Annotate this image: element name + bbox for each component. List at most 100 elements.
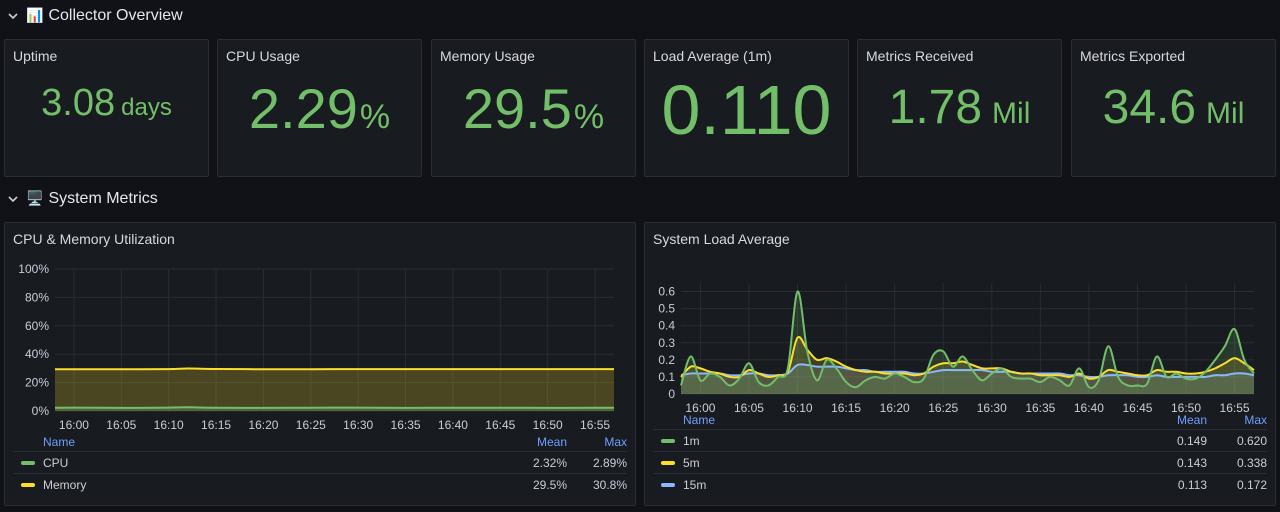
legend-series-name: 5m bbox=[683, 455, 700, 470]
legend-mean: 0.113 bbox=[1177, 477, 1207, 492]
y-tick-label: 0.3 bbox=[658, 336, 675, 350]
y-tick-label: 0.1 bbox=[658, 370, 675, 384]
legend-row-5m[interactable]: 5m 0.143 0.338 bbox=[653, 451, 1267, 473]
chevron-down-icon[interactable] bbox=[6, 192, 20, 206]
stat-panel-cpu-usage[interactable]: CPU Usage 2.29% bbox=[217, 39, 422, 177]
panel-title: Metrics Received bbox=[866, 48, 974, 64]
x-tick-label: 16:15 bbox=[831, 401, 861, 415]
stat-panel-memory-usage[interactable]: Memory Usage 29.5% bbox=[431, 39, 636, 177]
legend-max: 2.89% bbox=[592, 455, 627, 470]
legend-max: 0.338 bbox=[1236, 455, 1267, 470]
panel-title: System Load Average bbox=[653, 231, 790, 247]
x-tick-label: 16:40 bbox=[438, 418, 468, 432]
x-tick-label: 16:25 bbox=[928, 401, 958, 415]
y-tick-label: 20% bbox=[25, 376, 49, 390]
series-color-swatch bbox=[661, 460, 675, 465]
row-title: Collector Overview bbox=[48, 7, 183, 24]
x-tick-label: 16:45 bbox=[485, 418, 515, 432]
stat-unit: Mil bbox=[1206, 97, 1245, 130]
legend-max: 30.8% bbox=[592, 477, 627, 492]
x-tick-label: 16:55 bbox=[1220, 401, 1250, 415]
x-tick-label: 16:50 bbox=[533, 418, 563, 432]
row-header-collector-overview[interactable]: 📊 Collector Overview bbox=[6, 5, 183, 27]
row-header-system-metrics[interactable]: 🖥️ System Metrics bbox=[6, 188, 158, 210]
legend-mean: 29.5% bbox=[532, 477, 567, 492]
legend-row-memory[interactable]: Memory 29.5% 30.8% bbox=[13, 473, 627, 495]
legend-max: 0.620 bbox=[1236, 433, 1267, 448]
legend-header-max[interactable]: Max bbox=[604, 435, 627, 449]
x-tick-label: 16:50 bbox=[1171, 401, 1201, 415]
x-tick-label: 16:20 bbox=[880, 401, 910, 415]
stat-panel-metrics-exported[interactable]: Metrics Exported 34.6 Mil bbox=[1071, 39, 1276, 177]
chart-emoji-icon: 📊 bbox=[26, 8, 44, 24]
stat-unit: % bbox=[359, 98, 391, 136]
y-tick-label: 0% bbox=[32, 404, 50, 418]
y-tick-label: 0.2 bbox=[658, 353, 675, 367]
stat-value: 2.29 bbox=[248, 77, 358, 140]
panel-title: CPU Usage bbox=[226, 48, 300, 64]
legend-max: 0.172 bbox=[1236, 477, 1267, 492]
y-tick-label: 0.6 bbox=[658, 285, 675, 299]
panel-title: Metrics Exported bbox=[1080, 48, 1186, 64]
x-tick-label: 16:00 bbox=[59, 418, 89, 432]
stat-value: 1.78 bbox=[888, 81, 983, 134]
legend-header-max[interactable]: Max bbox=[1244, 413, 1267, 427]
stat-value: 0.110 bbox=[661, 71, 832, 149]
panel-system-load-average[interactable]: System Load Average 0.6 0.5 0.4 0.3 0.2 0.1 0 1… bbox=[644, 222, 1276, 506]
cpu-memory-chart: 100% 80% 60% 40% 20% 0% 16:00 16:05 16:10 16:15 16… bbox=[18, 262, 615, 432]
y-tick-label: 0.5 bbox=[658, 302, 675, 316]
legend-row-cpu[interactable]: CPU 2.32% 2.89% bbox=[13, 451, 627, 473]
stat-panel-metrics-received[interactable]: Metrics Received 1.78 Mil bbox=[857, 39, 1062, 177]
y-tick-label: 60% bbox=[25, 319, 49, 333]
stat-unit: days bbox=[121, 94, 172, 121]
x-tick-label: 16:55 bbox=[580, 418, 610, 432]
legend-series-name: 15m bbox=[683, 477, 707, 492]
x-tick-label: 16:10 bbox=[154, 418, 184, 432]
legend-series-name: Memory bbox=[43, 477, 87, 492]
stat-value: 3.08 bbox=[41, 82, 116, 124]
x-tick-label: 16:20 bbox=[248, 418, 278, 432]
stat-panel-uptime[interactable]: Uptime 3.08 days bbox=[4, 39, 209, 177]
x-tick-label: 16:30 bbox=[343, 418, 373, 432]
legend-header-name[interactable]: Name bbox=[43, 435, 76, 449]
series-line-cpu[interactable] bbox=[54, 406, 615, 409]
row-title: System Metrics bbox=[48, 190, 158, 207]
legend-row-15m[interactable]: 15m 0.113 0.172 bbox=[653, 473, 1267, 495]
series-line-1m[interactable] bbox=[680, 290, 1255, 389]
panel-title: Memory Usage bbox=[440, 48, 535, 64]
stat-value: 29.5 bbox=[462, 77, 572, 140]
y-tick-label: 0 bbox=[668, 387, 675, 401]
series-color-swatch bbox=[21, 460, 35, 465]
panel-cpu-memory-utilization[interactable]: CPU & Memory Utilization 100% 80% 60% 40% 20… bbox=[4, 222, 636, 506]
panel-title: CPU & Memory Utilization bbox=[13, 231, 175, 247]
x-tick-label: 16:40 bbox=[1074, 401, 1104, 415]
series-line-memory[interactable] bbox=[55, 367, 614, 371]
stat-unit: % bbox=[573, 98, 605, 136]
legend-header-mean[interactable]: Mean bbox=[1176, 413, 1207, 427]
chart-legend: Name Mean Max 1m 0.149 0.620 5m 0.143 0.… bbox=[653, 413, 1267, 495]
x-tick-label: 16:45 bbox=[1122, 401, 1152, 415]
legend-header-mean[interactable]: Mean bbox=[536, 435, 567, 449]
x-tick-label: 16:05 bbox=[106, 418, 136, 432]
x-tick-label: 16:35 bbox=[1025, 401, 1055, 415]
series-color-swatch bbox=[21, 482, 35, 487]
y-tick-label: 80% bbox=[25, 290, 49, 304]
x-tick-label: 16:25 bbox=[296, 418, 326, 432]
series-color-swatch bbox=[661, 482, 675, 487]
chart-legend: Name Mean Max CPU 2.32% 2.89% Memory 29.… bbox=[13, 435, 627, 495]
legend-series-name: 1m bbox=[683, 433, 700, 448]
stat-panel-load-average[interactable]: Load Average (1m) 0.110 bbox=[644, 39, 849, 177]
series-area-15m bbox=[681, 364, 1254, 394]
chevron-down-icon[interactable] bbox=[6, 9, 20, 23]
panel-title: Uptime bbox=[13, 48, 58, 64]
series-color-swatch bbox=[661, 438, 675, 443]
legend-mean: 0.143 bbox=[1176, 455, 1207, 470]
stat-unit: Mil bbox=[992, 97, 1031, 130]
legend-series-name: CPU bbox=[43, 455, 69, 470]
x-tick-label: 16:15 bbox=[201, 418, 231, 432]
computer-emoji-icon: 🖥️ bbox=[26, 191, 44, 207]
x-tick-label: 16:35 bbox=[391, 418, 421, 432]
legend-header-name[interactable]: Name bbox=[683, 413, 716, 427]
x-tick-label: 16:05 bbox=[734, 401, 764, 415]
legend-row-1m[interactable]: 1m 0.149 0.620 bbox=[653, 429, 1267, 451]
